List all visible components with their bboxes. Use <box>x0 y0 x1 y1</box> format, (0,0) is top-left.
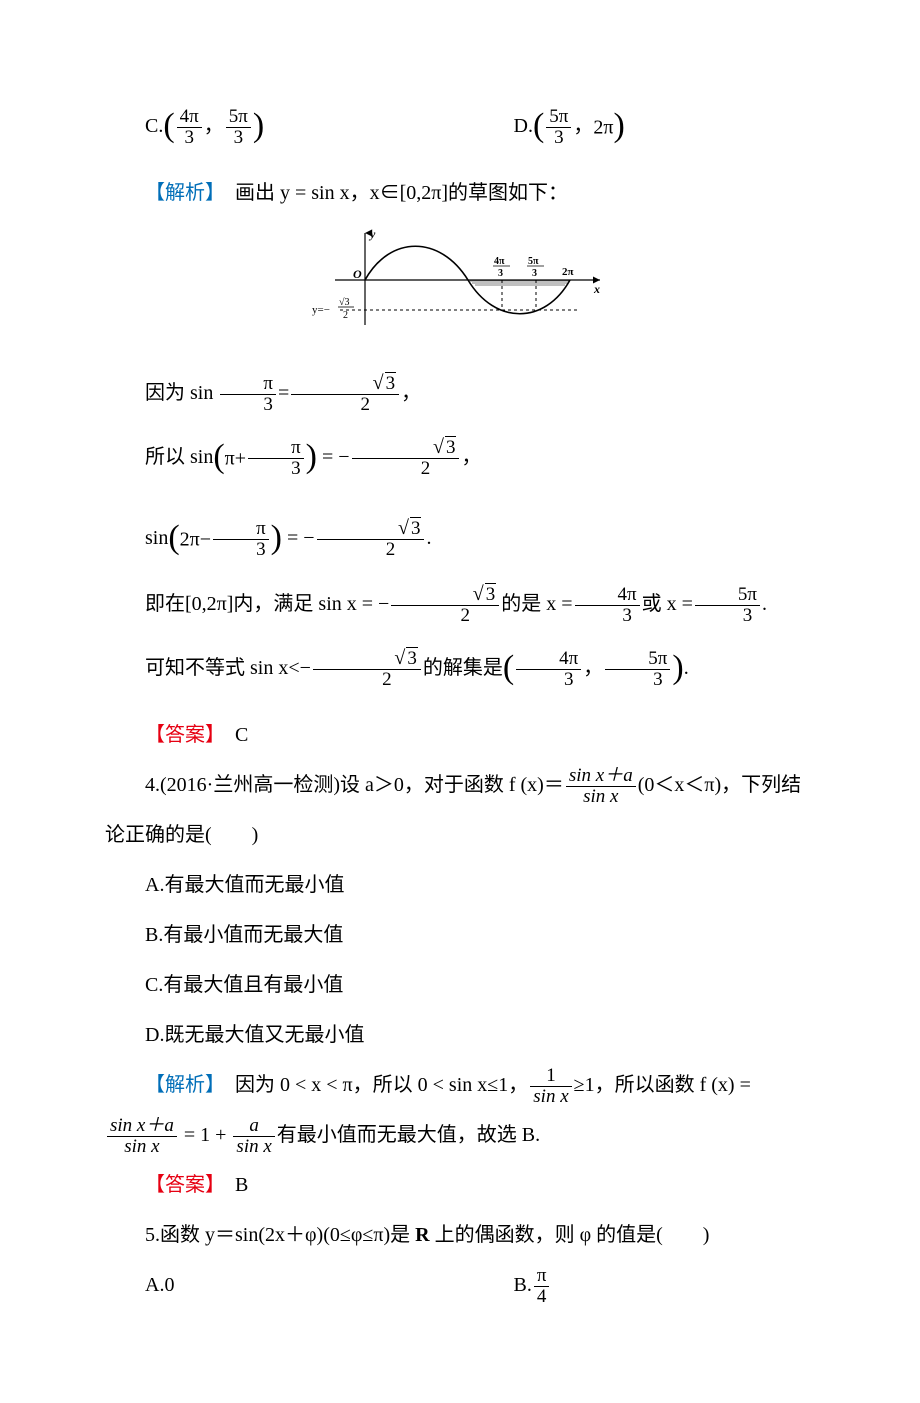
q4-answer: 【答案】 B <box>105 1163 815 1207</box>
q3-option-c: C.(4π3，5π3) <box>145 90 514 165</box>
answer-label: 【答案】 <box>145 724 215 746</box>
q4-option-a: A.有最大值而无最小值 <box>105 863 815 907</box>
opt-c-label: C. <box>145 115 163 137</box>
analysis-label: 【解析】 <box>145 182 215 204</box>
svg-text:5π: 5π <box>528 256 539 267</box>
svg-text:y=−: y=− <box>312 304 330 316</box>
svg-text:3: 3 <box>532 268 537 279</box>
document-page: C.(4π3，5π3) D.(5π3，2π) 【解析】 画出 y = sin x… <box>0 0 920 1403</box>
q5-option-a: A.0 <box>145 1263 514 1307</box>
svg-text:4π: 4π <box>494 256 505 267</box>
q4-option-d: D.既无最大值又无最小值 <box>105 1013 815 1057</box>
svg-text:√3: √3 <box>339 297 350 308</box>
opt-d-label: D. <box>514 115 533 137</box>
svg-text:2: 2 <box>343 310 348 321</box>
q3-answer-value: C <box>235 724 248 746</box>
q3-analysis-line: 【解析】 画出 y = sin x，x∈[0,2π]的草图如下： <box>105 171 815 215</box>
q5-stem: 5.函数 y＝sin(2x＋φ)(0≤φ≤π)是 R 上的偶函数，则 φ 的值是… <box>105 1213 815 1257</box>
answer-label: 【答案】 <box>145 1174 215 1196</box>
q3-options-row: C.(4π3，5π3) D.(5π3，2π) <box>105 90 815 165</box>
q3-step5: 可知不等式 sin x<−32的解集是(4π3，5π3). <box>105 632 815 707</box>
q3-answer: 【答案】 C <box>105 713 815 757</box>
twopie: 2π <box>593 116 613 138</box>
q4-option-c: C.有最大值且有最小值 <box>105 963 815 1007</box>
q5-options-row: A.0 B.π4 <box>105 1263 815 1307</box>
q5-option-b: B.π4 <box>514 1263 816 1307</box>
q4-analysis: 【解析】 因为 0 < x < π，所以 0 < sin x≤1，1sin x≥… <box>105 1063 815 1107</box>
frac: 5π3 <box>226 107 251 148</box>
q4-analysis-cont: sin x＋asin x = 1 + asin x有最小值而无最大值，故选 B. <box>105 1113 815 1157</box>
svg-text:y: y <box>368 227 376 241</box>
bold-R: R <box>415 1224 429 1246</box>
q4-stem2: 论正确的是( ) <box>105 813 815 857</box>
svg-text:3: 3 <box>498 268 503 279</box>
frac: 5π3 <box>546 107 571 148</box>
q3-step3: sin(2π−π3) = −32. <box>105 502 815 577</box>
q3-analysis-text: 画出 y = sin x，x∈[0,2π]的草图如下： <box>235 182 568 204</box>
svg-text:O: O <box>353 267 362 281</box>
q3-step1: 因为 sin π3=32， <box>105 371 815 415</box>
q3-option-d: D.(5π3，2π) <box>514 90 816 165</box>
sine-graph: y O x 2π 4π 3 5π 3 y=− √3 2 <box>105 225 815 351</box>
analysis-label: 【解析】 <box>145 1074 215 1096</box>
q3-step4: 即在[0,2π]内，满足 sin x = −32的是 x =4π3或 x =5π… <box>105 582 815 626</box>
svg-text:x: x <box>593 282 600 296</box>
q4-stem: 4.(2016·兰州高一检测)设 a＞0，对于函数 f (x)＝sin x＋as… <box>105 763 815 807</box>
q3-step2: 所以 sin(π+π3) = −32， <box>105 421 815 496</box>
frac: 4π3 <box>177 107 202 148</box>
svg-text:2π: 2π <box>562 266 574 278</box>
q4-option-b: B.有最小值而无最大值 <box>105 913 815 957</box>
q4-answer-value: B <box>235 1174 248 1196</box>
